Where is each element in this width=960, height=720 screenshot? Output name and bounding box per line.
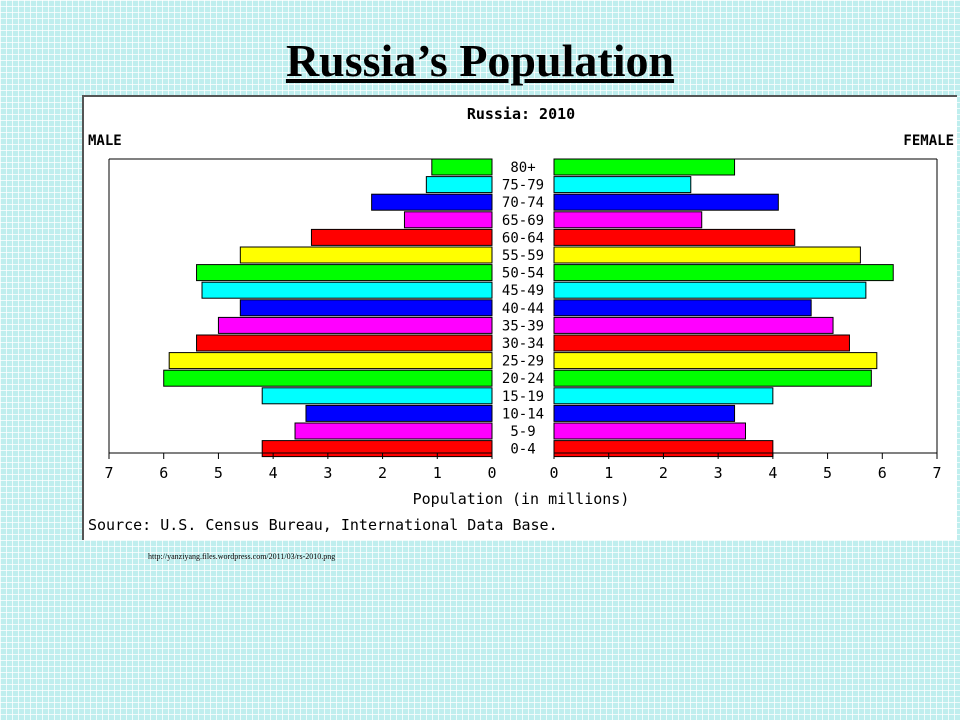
female-bar-65-69 <box>553 211 703 229</box>
male-bar-10-14 <box>305 404 493 422</box>
age-label-80+: 80+ <box>510 160 535 176</box>
male-bar-15-19 <box>261 387 493 405</box>
age-label-55-59: 55-59 <box>502 248 544 264</box>
x-tick-label: 7 <box>932 464 941 482</box>
age-label-40-44: 40-44 <box>502 301 544 317</box>
male-bar-40-44 <box>239 299 493 317</box>
female-bar-35-39 <box>553 316 834 334</box>
age-label-0-4: 0-4 <box>510 442 535 458</box>
x-tick-label: 6 <box>159 464 168 482</box>
female-bar-25-29 <box>553 352 878 370</box>
female-bar-30-34 <box>553 334 850 352</box>
male-bar-30-34 <box>196 334 493 352</box>
male-bar-45-49 <box>201 281 493 299</box>
age-label-25-29: 25-29 <box>502 354 544 370</box>
male-bar-75-79 <box>425 176 493 194</box>
female-bar-60-64 <box>553 228 796 246</box>
female-label: FEMALE <box>903 133 954 149</box>
x-axis-label: Population (in millions) <box>413 490 630 508</box>
female-bar-45-49 <box>553 281 867 299</box>
x-tick-label: 3 <box>323 464 332 482</box>
male-bar-25-29 <box>168 352 493 370</box>
male-bar-55-59 <box>239 246 493 264</box>
age-label-70-74: 70-74 <box>502 195 544 211</box>
x-tick-label: 3 <box>714 464 723 482</box>
x-tick-label: 6 <box>878 464 887 482</box>
female-bar-5-9 <box>553 422 746 440</box>
age-label-60-64: 60-64 <box>502 230 544 246</box>
x-tick-label: 7 <box>104 464 113 482</box>
age-label-30-34: 30-34 <box>502 336 544 352</box>
male-label: MALE <box>88 133 122 149</box>
x-tick-label: 0 <box>549 464 558 482</box>
age-label-35-39: 35-39 <box>502 318 544 334</box>
bars-group <box>163 158 894 458</box>
x-tick-label: 4 <box>269 464 278 482</box>
age-label-65-69: 65-69 <box>502 213 544 229</box>
female-bar-75-79 <box>553 176 692 194</box>
male-bar-65-69 <box>403 211 493 229</box>
age-label-15-19: 15-19 <box>502 389 544 405</box>
chart-title: Russia: 2010 <box>467 105 575 123</box>
age-label-10-14: 10-14 <box>502 406 544 422</box>
slide-title: Russia’s Population <box>285 35 675 86</box>
male-bar-70-74 <box>371 193 493 211</box>
pyramid-svg: Russia: 2010 MALE FEMALE 80+75-7970-7465… <box>88 105 954 534</box>
female-bar-10-14 <box>553 404 736 422</box>
x-tick-label: 5 <box>823 464 832 482</box>
population-pyramid-chart: Russia: 2010 MALE FEMALE 80+ 75-79 70-74 65… <box>82 95 957 540</box>
female-bar-40-44 <box>553 299 812 317</box>
age-label-20-24: 20-24 <box>502 371 544 387</box>
male-bar-0-4 <box>261 440 493 458</box>
male-bar-80+ <box>431 158 493 176</box>
x-tick-label: 2 <box>378 464 387 482</box>
age-label-50-54: 50-54 <box>502 266 544 282</box>
x-tick-label: 5 <box>214 464 223 482</box>
x-tick-label: 1 <box>433 464 442 482</box>
female-bar-15-19 <box>553 387 774 405</box>
x-tick-label: 1 <box>604 464 613 482</box>
female-bar-55-59 <box>553 246 861 264</box>
female-bar-70-74 <box>553 193 779 211</box>
age-label-75-79: 75-79 <box>502 178 544 194</box>
female-bar-50-54 <box>553 264 894 282</box>
male-bar-20-24 <box>163 369 493 387</box>
x-tick-label: 0 <box>487 464 496 482</box>
age-label-5-9: 5-9 <box>510 424 535 440</box>
female-bar-20-24 <box>553 369 872 387</box>
x-tick-label: 4 <box>768 464 777 482</box>
female-bar-80+ <box>553 158 736 176</box>
axes-group: 7 6 5 4 3 2 1 0 0 1 2 3 4 5 6 7 <box>104 158 942 482</box>
age-label-45-49: 45-49 <box>502 283 544 299</box>
male-bar-5-9 <box>294 422 493 440</box>
male-bar-60-64 <box>310 228 493 246</box>
source-note: Source: U.S. Census Bureau, Internationa… <box>88 516 558 534</box>
male-bar-50-54 <box>196 264 493 282</box>
male-bar-35-39 <box>217 316 493 334</box>
x-tick-label: 2 <box>659 464 668 482</box>
source-url: http://yanziyang.files.wordpress.com/201… <box>148 552 336 561</box>
